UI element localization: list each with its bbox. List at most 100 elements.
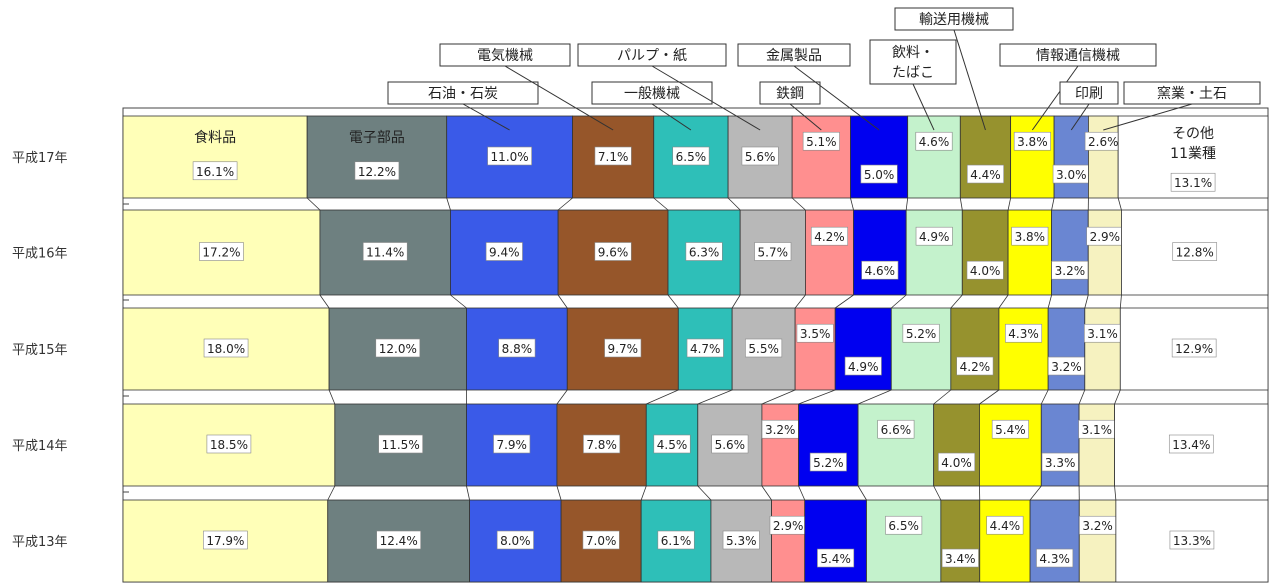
connector-3-13 — [1114, 485, 1117, 501]
value-label-3-10: 5.4% — [995, 423, 1026, 437]
value-box-1-6 — [810, 226, 848, 246]
value-label-4-1: 12.4% — [380, 534, 418, 548]
connector-0-7 — [850, 197, 854, 211]
connector-1-6 — [794, 294, 806, 309]
value-box-1-13 — [1172, 242, 1218, 261]
connector-0-8 — [905, 197, 909, 211]
value-box-1-10 — [1011, 226, 1049, 246]
bar-segment-1-8 — [905, 209, 963, 296]
value-label-1-2: 9.4% — [489, 246, 520, 260]
connector-1-7 — [834, 294, 854, 309]
bar-segment-3-8 — [857, 403, 935, 487]
connector-1-2 — [450, 294, 467, 309]
legend-label-5: パルプ・紙 — [617, 48, 687, 64]
value-box-1-9 — [966, 260, 1004, 280]
value-box-0-8 — [915, 131, 953, 151]
connector-1-8 — [891, 294, 907, 309]
connector-2-3 — [556, 389, 568, 405]
legend-label-12: 窯業・土石 — [1157, 85, 1227, 102]
value-box-1-3 — [594, 242, 632, 261]
value-label-2-9: 4.2% — [960, 360, 991, 374]
legend-label-9: 輸送用機械 — [919, 12, 989, 28]
legend-label-4: 一般機械 — [624, 86, 680, 102]
value-label-0-0: 16.1% — [196, 165, 234, 179]
connector-3-8 — [857, 485, 867, 501]
connector-3-5 — [697, 485, 712, 501]
value-label-1-5: 5.7% — [758, 246, 789, 260]
value-box-0-13 — [1170, 172, 1216, 192]
value-box-1-8 — [915, 226, 953, 246]
value-label-3-9: 4.0% — [941, 456, 972, 470]
connector-3-6 — [761, 485, 772, 501]
row-label-4: 平成13年 — [12, 535, 68, 550]
value-box-1-5 — [754, 242, 792, 261]
value-label-2-8: 5.2% — [906, 327, 937, 341]
value-box-0-3 — [594, 146, 632, 166]
value-box-2-10 — [1005, 323, 1043, 343]
connector-2-7 — [798, 389, 836, 405]
value-label-0-5: 5.6% — [745, 150, 776, 164]
legend-leader-4 — [651, 103, 692, 131]
bar-segment-0-11 — [1053, 115, 1089, 199]
connector-0-13 — [1117, 197, 1122, 211]
bar-segment-3-12 — [1078, 403, 1115, 487]
legend-leader-2 — [462, 103, 510, 131]
value-box-3-8 — [877, 419, 915, 439]
value-box-1-0 — [199, 242, 244, 261]
value-label-0-4: 6.5% — [676, 150, 707, 164]
bar-segment-1-12 — [1087, 209, 1122, 296]
value-box-3-7 — [809, 452, 847, 472]
legend-label-6: 鉄鋼 — [776, 86, 804, 102]
value-label-4-11: 4.3% — [1039, 552, 1070, 566]
connector-1-1 — [319, 294, 330, 309]
bar-segment-2-6 — [794, 307, 836, 391]
value-label-1-8: 4.9% — [919, 230, 950, 244]
bar-segment-0-9 — [959, 115, 1012, 199]
legend-leader-12 — [1103, 103, 1193, 131]
bar-segment-1-10 — [1007, 209, 1052, 296]
value-label-3-6: 3.2% — [765, 423, 796, 437]
legend-label-8-b: たばこ — [892, 65, 934, 81]
legend-leader-11 — [1070, 103, 1090, 131]
bar-segment-4-12 — [1078, 499, 1117, 583]
value-label-0-8: 4.6% — [919, 135, 950, 149]
value-label-1-10: 3.8% — [1015, 230, 1046, 244]
value-label-1-4: 6.3% — [689, 246, 720, 260]
row-label-0: 平成17年 — [12, 151, 68, 166]
value-box-1-2 — [485, 242, 523, 261]
value-label-1-3: 9.6% — [598, 246, 629, 260]
legend-leader-9 — [953, 29, 986, 131]
value-box-4-0 — [203, 530, 248, 550]
value-label-3-4: 4.5% — [657, 438, 688, 452]
value-box-2-8 — [902, 323, 940, 343]
value-label-1-7: 4.6% — [865, 264, 896, 278]
inside-name-1: 電子部品 — [349, 130, 405, 146]
value-label-2-1: 12.0% — [379, 342, 417, 356]
bar-segment-3-11 — [1040, 403, 1080, 487]
legend-leader-7 — [793, 65, 880, 131]
legend-label-3: 電気機械 — [477, 48, 533, 64]
value-label-0-11: 3.0% — [1056, 168, 1087, 182]
connector-1-13 — [1119, 294, 1122, 309]
bar-segment-3-10 — [979, 403, 1042, 487]
value-label-3-0: 18.5% — [210, 438, 248, 452]
connector-0-3 — [557, 197, 573, 211]
value-label-1-1: 11.4% — [366, 246, 404, 260]
value-label-0-3: 7.1% — [598, 150, 629, 164]
value-box-3-4 — [653, 434, 691, 454]
bar-segment-1-9 — [961, 209, 1009, 296]
connector-0-6 — [791, 197, 806, 211]
legend-leader-8 — [912, 83, 935, 131]
connector-1-3 — [557, 294, 568, 309]
connector-0-11 — [1051, 197, 1055, 211]
bar-segment-4-8 — [866, 499, 942, 583]
connector-3-3 — [556, 485, 562, 501]
bar-segment-0-0 — [122, 115, 308, 199]
value-box-4-13 — [1169, 530, 1215, 550]
connector-0-4 — [653, 197, 669, 211]
value-label-2-11: 3.2% — [1051, 360, 1082, 374]
value-label-4-13: 13.3% — [1173, 534, 1211, 548]
bar-segment-4-9 — [940, 499, 981, 583]
bar-segment-2-10 — [998, 307, 1049, 391]
